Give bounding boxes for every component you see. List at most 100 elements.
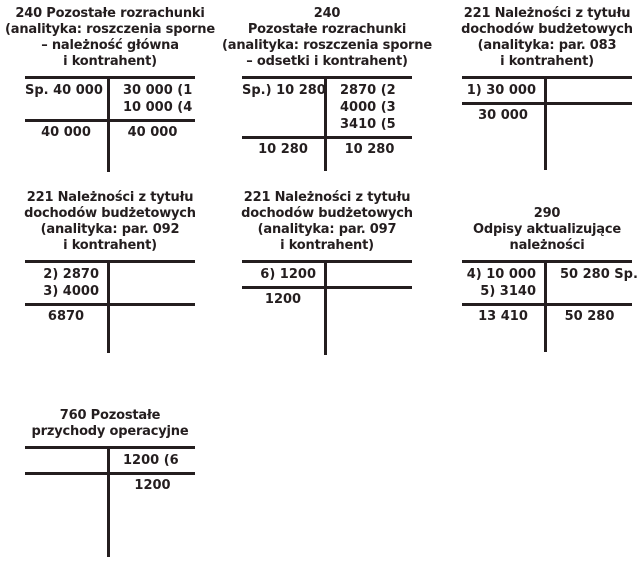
t-account-290-odpisy: 290 Odpisy aktualizujące należności 4) 1…	[427, 192, 640, 352]
debit-entry: 5) 3140	[480, 284, 536, 299]
debit-sum: 30 000	[462, 105, 547, 125]
debit-entry: Sp. 40 000	[25, 83, 103, 98]
t-account-table: Sp.) 10 280 2870 (2 4000 (3 3410 (5 10 2…	[242, 76, 412, 171]
account-title-line: przychody operacyjne	[31, 424, 189, 439]
account-title-line: (analityka: par. 092	[40, 222, 180, 237]
credit-column: 50 280 Sp.	[547, 263, 638, 303]
credit-sum	[327, 289, 412, 309]
t-account-sums: 40 000 40 000	[25, 119, 195, 142]
t-account-table: 2) 2870 3) 4000 6870	[25, 260, 195, 353]
account-title: 221 Należności z tytułu dochodów budżeto…	[427, 6, 640, 76]
t-account-stem	[242, 159, 412, 171]
credit-entry: 1200 (6	[123, 453, 179, 468]
t-account-table: 1200 (6 1200	[25, 446, 195, 557]
credit-sum	[547, 105, 632, 125]
debit-column: Sp. 40 000	[25, 79, 110, 119]
debit-column	[25, 449, 110, 472]
account-title-line: i kontrahent)	[500, 54, 594, 69]
account-title-line: (analityka: roszczenia sporne	[222, 38, 432, 53]
account-title-line: – należność główna	[41, 38, 179, 53]
credit-sum: 50 280	[564, 309, 615, 324]
t-account-sums: 6870	[25, 303, 195, 326]
t-account-760-przychody: 760 Pozostałe przychody operacyjne 1200 …	[0, 378, 220, 557]
account-title-line: należności	[509, 238, 585, 253]
account-title-line: dochodów budżetowych	[241, 206, 413, 221]
debit-entry: 3) 4000	[43, 284, 99, 299]
account-title: 290 Odpisy aktualizujące należności	[427, 192, 640, 260]
t-account-entries: 4) 10 000 5) 3140 50 280 Sp.	[462, 260, 638, 303]
credit-column	[327, 263, 412, 286]
t-account-table: 6) 1200 1200	[242, 260, 412, 355]
t-account-stem	[25, 495, 195, 557]
t-account-entries: Sp.) 10 280 2870 (2 4000 (3 3410 (5	[242, 76, 412, 136]
debit-sum: 6870	[25, 306, 110, 326]
debit-sum: 40 000	[25, 122, 110, 142]
credit-entry: 3410 (5	[340, 117, 396, 132]
credit-sum: 10 280	[344, 142, 395, 157]
account-title-line: Odpisy aktualizujące	[472, 222, 621, 237]
credit-column	[547, 79, 632, 102]
t-account-stem	[462, 125, 632, 170]
credit-entry: 4000 (3	[340, 100, 396, 115]
t-account-sums: 1200	[25, 472, 195, 495]
t-account-221-par-097: 221 Należności z tytułu dochodów budżeto…	[217, 190, 437, 355]
account-title: 240 Pozostałe rozrachunki (analityka: ro…	[0, 6, 220, 76]
account-title: 221 Należności z tytułu dochodów budżeto…	[0, 190, 220, 260]
credit-entry: 10 000 (4	[123, 100, 193, 115]
t-account-stem	[25, 142, 195, 172]
account-title-line: (analityka: roszczenia sporne	[5, 22, 215, 37]
account-title-line: i kontrahent)	[280, 238, 374, 253]
t-account-table: Sp. 40 000 30 000 (1 10 000 (4 40 000 40…	[25, 76, 195, 172]
account-title: 240 Pozostałe rozrachunki (analityka: ro…	[217, 6, 437, 76]
account-title: 760 Pozostałe przychody operacyjne	[0, 378, 220, 446]
account-title-line: 221 Należności z tytułu	[463, 6, 631, 21]
t-account-sums: 30 000	[462, 102, 632, 125]
account-title-line: i kontrahent)	[63, 54, 157, 69]
debit-column: 4) 10 000 5) 3140	[462, 263, 547, 303]
debit-entry: 4) 10 000	[466, 267, 536, 282]
credit-column: 2870 (2 4000 (3 3410 (5	[327, 79, 412, 136]
credit-sum	[110, 306, 195, 326]
account-title-line: 221 Należności z tytułu	[26, 190, 194, 205]
credit-column	[110, 263, 195, 303]
debit-entry: 2) 2870	[43, 267, 99, 282]
debit-sum: 1200	[242, 289, 327, 309]
credit-entry: 2870 (2	[340, 83, 396, 98]
debit-column: 1) 30 000	[462, 79, 547, 102]
account-title-line: (analityka: par. 083	[477, 38, 617, 53]
t-account-sums: 1200	[242, 286, 412, 309]
credit-sum: 40 000	[127, 125, 178, 140]
debit-column: 2) 2870 3) 4000	[25, 263, 110, 303]
t-account-221-par-092: 221 Należności z tytułu dochodów budżeto…	[0, 190, 220, 353]
debit-sum: 13 410	[462, 306, 547, 326]
t-account-sums: 13 410 50 280	[462, 303, 632, 326]
debit-column: Sp.) 10 280	[242, 79, 327, 136]
t-account-stem	[242, 309, 412, 355]
t-account-sums: 10 280 10 280	[242, 136, 412, 159]
t-account-entries: 1) 30 000	[462, 76, 632, 102]
account-title-line: dochodów budżetowych	[461, 22, 633, 37]
account-title-line: i kontrahent)	[63, 238, 157, 253]
debit-sum: 10 280	[242, 139, 327, 159]
credit-entry: 50 280 Sp.	[560, 267, 638, 282]
t-account-table: 4) 10 000 5) 3140 50 280 Sp. 13 410 50 2…	[462, 260, 638, 352]
debit-sum	[25, 475, 110, 495]
credit-sum: 1200	[134, 478, 171, 493]
t-account-entries: 1200 (6	[25, 446, 195, 472]
credit-entry: 30 000 (1	[123, 83, 193, 98]
t-account-entries: Sp. 40 000 30 000 (1 10 000 (4	[25, 76, 195, 119]
debit-entry: Sp.) 10 280	[242, 83, 326, 98]
t-account-table: 1) 30 000 30 000	[462, 76, 632, 170]
t-account-stem	[25, 326, 195, 353]
account-title-line: 240 Pozostałe rozrachunki	[15, 6, 205, 21]
account-title-line: 760 Pozostałe	[59, 408, 161, 423]
account-title-line: Pozostałe rozrachunki	[247, 22, 407, 37]
t-account-entries: 6) 1200	[242, 260, 412, 286]
t-account-stem	[462, 326, 632, 352]
debit-entry: 1) 30 000	[466, 83, 536, 98]
t-account-240-odsetki: 240 Pozostałe rozrachunki (analityka: ro…	[217, 6, 437, 171]
account-title-line: – odsetki i kontrahent)	[246, 54, 408, 69]
t-account-entries: 2) 2870 3) 4000	[25, 260, 195, 303]
account-title-line: 290	[533, 206, 561, 221]
